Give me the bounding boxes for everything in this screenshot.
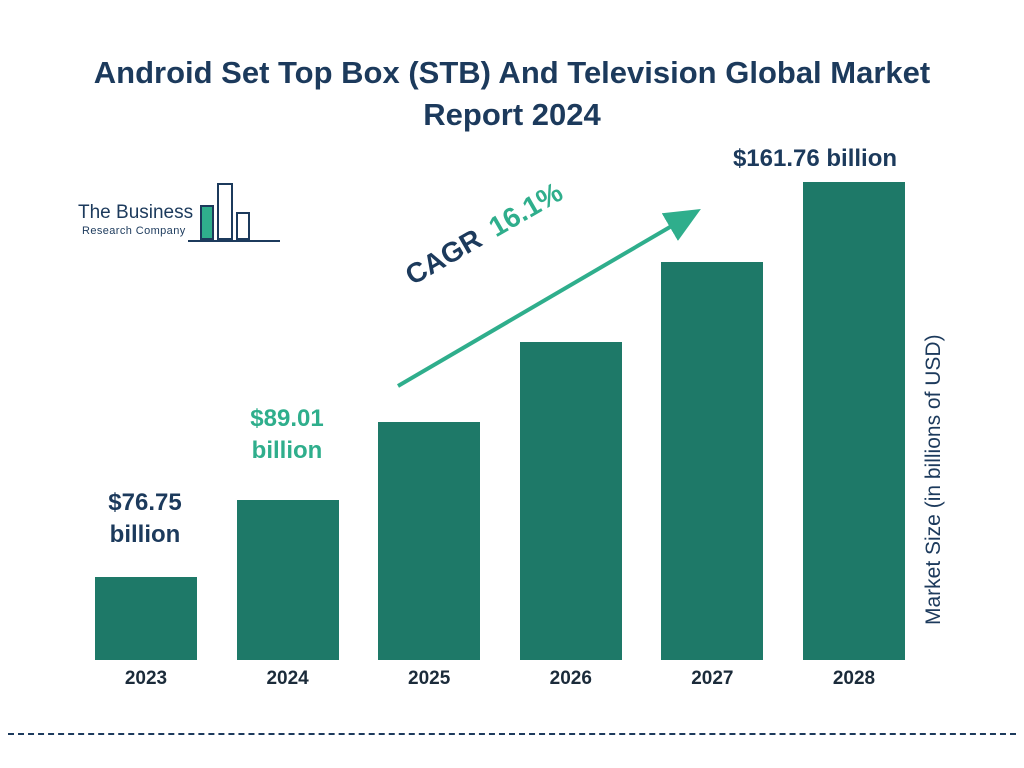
- x-axis-ticks: 2023 2024 2025 2026 2027 2028: [95, 668, 905, 690]
- data-label-2028: $161.76 billion: [732, 145, 898, 172]
- bar-2028: [802, 182, 905, 660]
- x-tick-2026: 2026: [549, 668, 592, 689]
- logo-bar-icon: [236, 212, 250, 240]
- logo-text-line2: Research Company: [82, 225, 186, 237]
- page-title: Android Set Top Box (STB) And Television…: [93, 55, 931, 132]
- bar-chart-area: [95, 182, 905, 660]
- company-logo: The Business Research Company: [70, 178, 310, 250]
- x-tick-2028: 2028: [832, 668, 876, 689]
- y-axis-label: Market Size (in billions of USD): [922, 334, 945, 626]
- x-tick-2025: 2025: [408, 668, 451, 689]
- x-tick-2024: 2024: [266, 668, 309, 689]
- logo-chart-baseline: [188, 240, 280, 242]
- logo-bar-icon: [217, 183, 233, 240]
- data-label-2024-value: $89.01: [250, 405, 324, 432]
- data-label-2024: $89.01 billion: [212, 403, 362, 467]
- data-label-2023: $76.75 billion: [70, 487, 220, 551]
- x-tick-2023: 2023: [124, 668, 168, 689]
- data-label-2023-value: $76.75: [108, 489, 182, 516]
- x-tick-2027: 2027: [691, 668, 734, 689]
- bar-2027: [661, 262, 764, 660]
- bar-2023: [95, 577, 197, 660]
- data-label-2024-unit: billion: [251, 437, 323, 464]
- logo-text-line1: The Business: [78, 202, 194, 223]
- bar-2026: [519, 342, 622, 660]
- bar-2024: [236, 500, 339, 660]
- bottom-dashed-divider: [8, 733, 1016, 735]
- data-label-2023-unit: billion: [109, 521, 181, 548]
- logo-bar-icon: [200, 205, 214, 240]
- bar-2025: [378, 422, 481, 660]
